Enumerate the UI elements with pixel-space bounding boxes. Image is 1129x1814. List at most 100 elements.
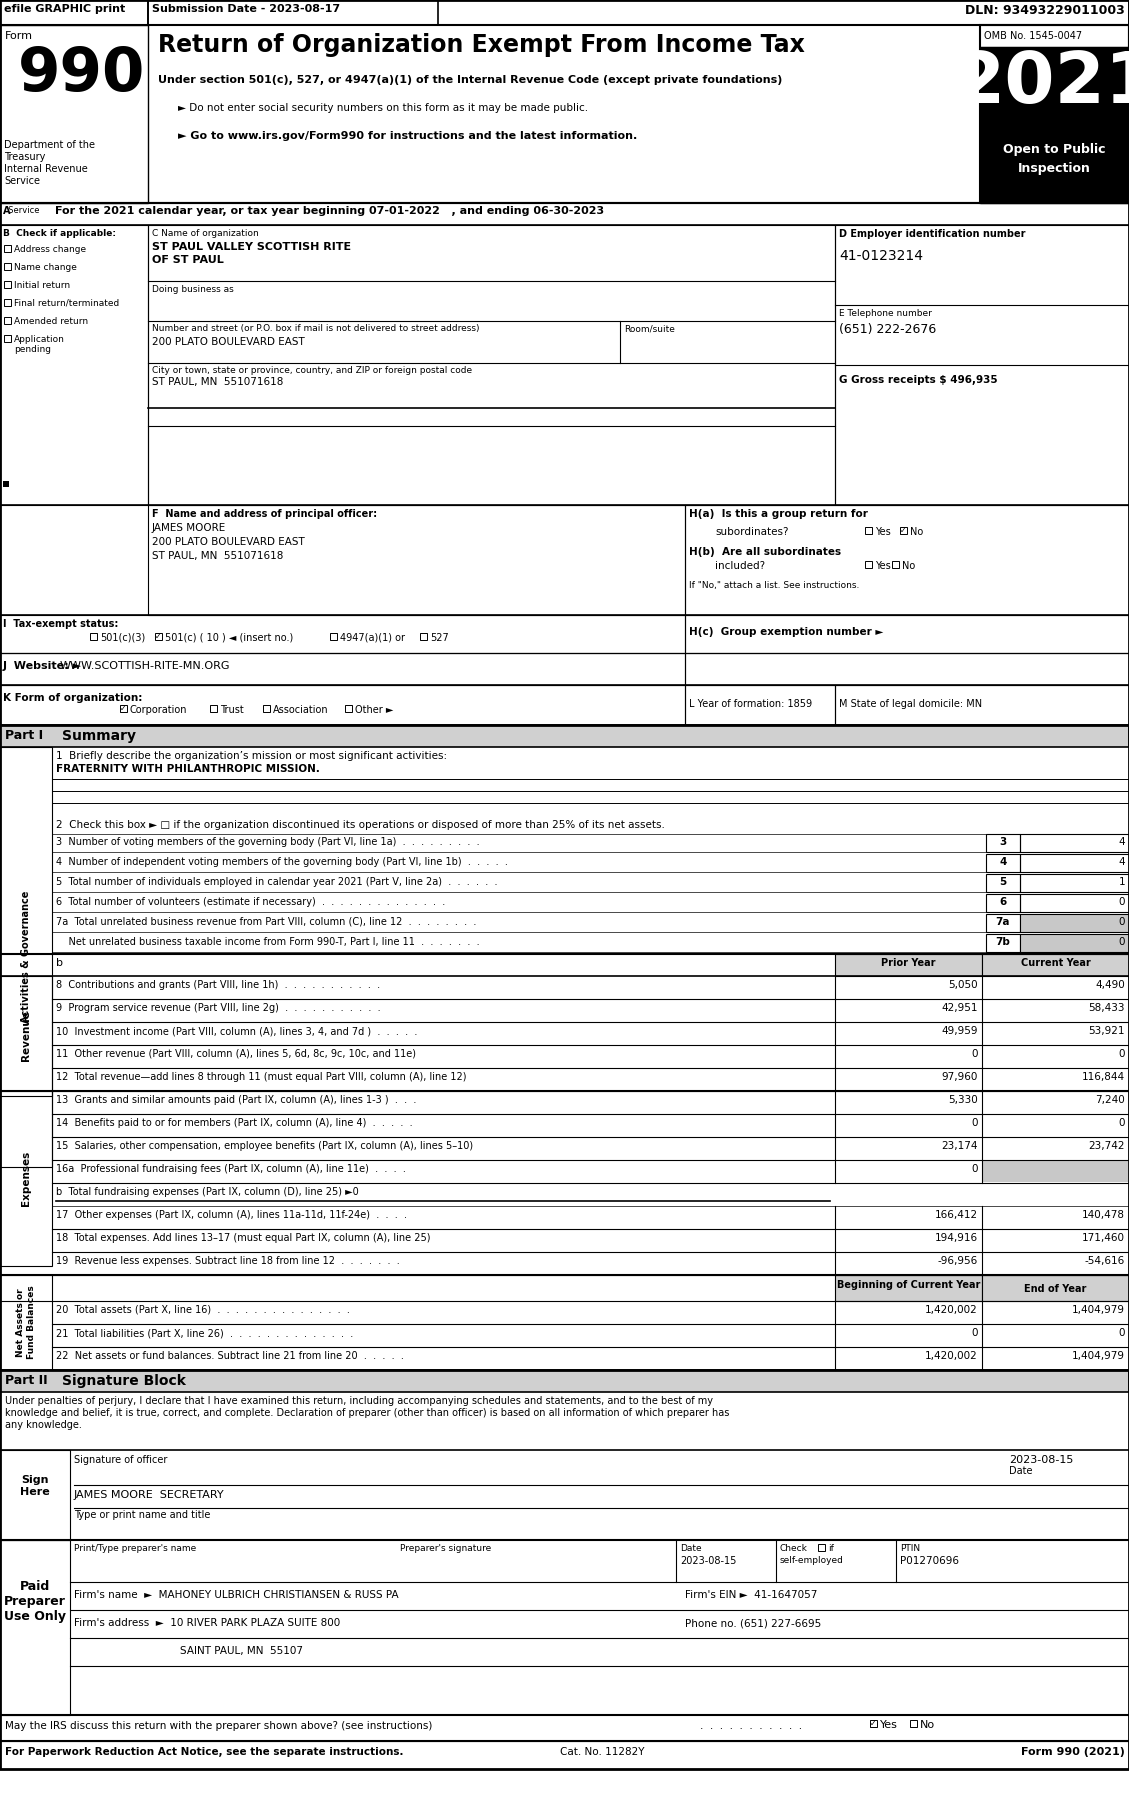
Bar — [685, 504, 1129, 615]
Bar — [870, 1720, 877, 1727]
Bar — [983, 1161, 1128, 1183]
Text: ST PAUL, MN  551071618: ST PAUL, MN 551071618 — [152, 551, 283, 561]
Bar — [980, 47, 1129, 138]
Text: 97,960: 97,960 — [942, 1072, 978, 1081]
Text: 1: 1 — [1119, 876, 1124, 887]
Text: 5: 5 — [999, 876, 1007, 887]
Bar — [5, 245, 11, 252]
Text: Check: Check — [780, 1544, 808, 1553]
Text: PTIN: PTIN — [900, 1544, 920, 1553]
Text: 7a  Total unrelated business revenue from Part VIII, column (C), line 12  .  .  : 7a Total unrelated business revenue from… — [56, 918, 476, 927]
Text: Paid
Preparer
Use Only: Paid Preparer Use Only — [5, 1580, 65, 1624]
Text: Amended return: Amended return — [14, 317, 88, 327]
Bar — [0, 1449, 70, 1540]
Text: 7,240: 7,240 — [1095, 1096, 1124, 1105]
Bar — [148, 225, 835, 504]
Text: 200 PLATO BOULEVARD EAST: 200 PLATO BOULEVARD EAST — [152, 537, 305, 548]
Text: 2  Check this box ► □ if the organization discontinued its operations or dispose: 2 Check this box ► □ if the organization… — [56, 820, 665, 831]
Bar — [0, 0, 1129, 25]
Text: 6  Total number of volunteers (estimate if necessary)  .  .  .  .  .  .  .  .  .: 6 Total number of volunteers (estimate i… — [56, 896, 445, 907]
Text: Date: Date — [680, 1544, 701, 1553]
Text: Phone no. (651) 227-6695: Phone no. (651) 227-6695 — [685, 1618, 821, 1627]
Text: Association: Association — [273, 706, 329, 715]
Bar — [685, 686, 835, 726]
Text: included?: included? — [715, 561, 765, 571]
Text: H(a)  Is this a group return for: H(a) Is this a group return for — [689, 510, 868, 519]
Text: 0: 0 — [1119, 918, 1124, 927]
Text: 18  Total expenses. Add lines 13–17 (must equal Part IX, column (A), line 25): 18 Total expenses. Add lines 13–17 (must… — [56, 1234, 430, 1243]
Text: Firm's address  ►  10 RIVER PARK PLAZA SUITE 800: Firm's address ► 10 RIVER PARK PLAZA SUI… — [75, 1618, 340, 1627]
Text: 5,050: 5,050 — [948, 980, 978, 990]
Text: if: if — [828, 1544, 834, 1553]
Text: any knowledge.: any knowledge. — [5, 1420, 82, 1429]
Text: 15  Salaries, other compensation, employee benefits (Part IX, column (A), lines : 15 Salaries, other compensation, employe… — [56, 1141, 473, 1152]
Text: 501(c) ( 10 ) ◄ (insert no.): 501(c) ( 10 ) ◄ (insert no.) — [165, 633, 294, 642]
Bar — [155, 633, 161, 640]
Bar — [986, 934, 1019, 952]
Text: For Paperwork Reduction Act Notice, see the separate instructions.: For Paperwork Reduction Act Notice, see … — [5, 1747, 403, 1758]
Bar — [685, 653, 1129, 686]
Bar — [900, 528, 907, 533]
Bar — [420, 633, 427, 640]
Bar — [5, 336, 11, 343]
Text: 49,959: 49,959 — [942, 1027, 978, 1036]
Text: 0: 0 — [971, 1048, 978, 1059]
Text: 116,844: 116,844 — [1082, 1072, 1124, 1081]
Text: Form 990 (2021): Form 990 (2021) — [1021, 1747, 1124, 1758]
Text: Beginning of Current Year: Beginning of Current Year — [837, 1281, 980, 1290]
Text: 990: 990 — [18, 45, 146, 103]
Text: 4947(a)(1) or: 4947(a)(1) or — [340, 633, 405, 642]
Bar — [986, 894, 1019, 912]
Text: -54,616: -54,616 — [1085, 1255, 1124, 1266]
Text: Service: Service — [5, 176, 40, 187]
Text: efile GRAPHIC print: efile GRAPHIC print — [5, 4, 125, 15]
Bar — [986, 834, 1019, 853]
Bar — [1019, 834, 1129, 853]
Text: Number and street (or P.O. box if mail is not delivered to street address): Number and street (or P.O. box if mail i… — [152, 325, 480, 334]
Text: End of Year: End of Year — [1024, 1284, 1087, 1293]
Text: A: A — [3, 207, 10, 216]
Text: 23,742: 23,742 — [1088, 1141, 1124, 1152]
Bar — [148, 0, 438, 25]
Text: 42,951: 42,951 — [942, 1003, 978, 1012]
Text: 4  Number of independent voting members of the governing body (Part VI, line 1b): 4 Number of independent voting members o… — [56, 856, 508, 867]
Text: 0: 0 — [1119, 938, 1124, 947]
Text: G Gross receipts $ 496,935: G Gross receipts $ 496,935 — [839, 375, 998, 385]
Text: ► Do not enter social security numbers on this form as it may be made public.: ► Do not enter social security numbers o… — [178, 103, 588, 112]
Text: self-employed: self-employed — [780, 1556, 843, 1565]
Text: Final return/terminated: Final return/terminated — [14, 299, 120, 308]
Bar — [0, 1275, 52, 1370]
Text: 41-0123214: 41-0123214 — [839, 249, 924, 263]
Text: Doing business as: Doing business as — [152, 285, 234, 294]
Text: 501(c)(3): 501(c)(3) — [100, 633, 146, 642]
Text: Firm's name  ►  MAHONEY ULBRICH CHRISTIANSEN & RUSS PA: Firm's name ► MAHONEY ULBRICH CHRISTIANS… — [75, 1591, 399, 1600]
Text: P01270696: P01270696 — [900, 1556, 959, 1565]
Text: Under penalties of perjury, I declare that I have examined this return, includin: Under penalties of perjury, I declare th… — [5, 1397, 714, 1406]
Bar — [986, 854, 1019, 873]
Text: JAMES MOORE: JAMES MOORE — [152, 522, 226, 533]
Text: No: No — [902, 561, 916, 571]
Text: Under section 501(c), 527, or 4947(a)(1) of the Internal Revenue Code (except pr: Under section 501(c), 527, or 4947(a)(1)… — [158, 74, 782, 85]
Text: 22  Net assets or fund balances. Subtract line 21 from line 20  .  .  .  .  .: 22 Net assets or fund balances. Subtract… — [56, 1351, 404, 1360]
Text: Print/Type preparer's name: Print/Type preparer's name — [75, 1544, 196, 1553]
Bar — [1019, 934, 1129, 952]
Text: H(c)  Group exemption number ►: H(c) Group exemption number ► — [689, 628, 883, 637]
Text: Other ►: Other ► — [355, 706, 393, 715]
Bar — [982, 1275, 1129, 1301]
Text: 140,478: 140,478 — [1082, 1210, 1124, 1221]
Text: 9  Program service revenue (Part VIII, line 2g)  .  .  .  .  .  .  .  .  .  .  .: 9 Program service revenue (Part VIII, li… — [56, 1003, 380, 1012]
Bar — [986, 874, 1019, 892]
Text: 2023-08-15: 2023-08-15 — [680, 1556, 736, 1565]
Text: SAINT PAUL, MN  55107: SAINT PAUL, MN 55107 — [180, 1645, 303, 1656]
Bar — [986, 914, 1019, 932]
Text: If "No," attach a list. See instructions.: If "No," attach a list. See instructions… — [689, 580, 859, 590]
Bar — [5, 317, 11, 325]
Text: 194,916: 194,916 — [935, 1234, 978, 1243]
Text: Room/suite: Room/suite — [624, 325, 675, 334]
Text: 166,412: 166,412 — [935, 1210, 978, 1221]
Text: Yes: Yes — [875, 528, 891, 537]
Text: 12  Total revenue—add lines 8 through 11 (must equal Part VIII, column (A), line: 12 Total revenue—add lines 8 through 11 … — [56, 1072, 466, 1081]
Text: Open to Public: Open to Public — [1004, 143, 1105, 156]
Text: Revenue: Revenue — [21, 1010, 30, 1061]
Bar — [0, 747, 52, 1166]
